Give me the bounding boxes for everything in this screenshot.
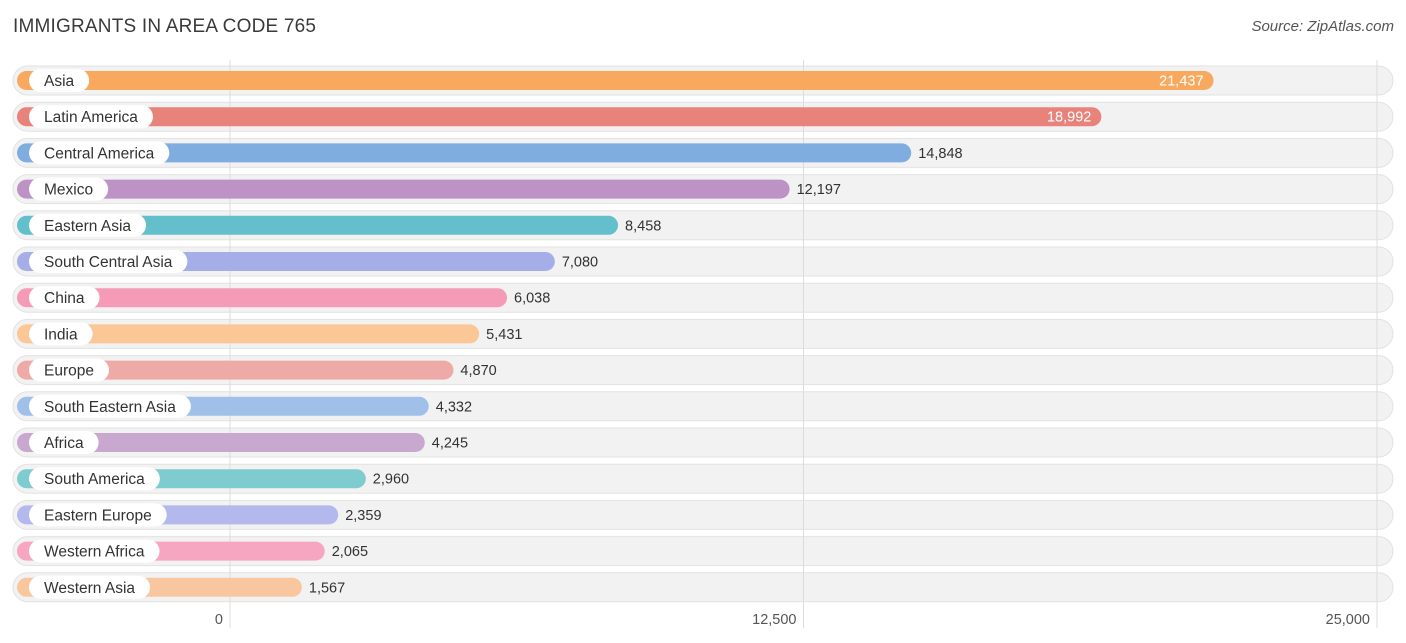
x-tick-label: 0 xyxy=(215,612,223,628)
bar-label: Mexico xyxy=(44,182,93,199)
bar-label-pill xyxy=(29,250,188,273)
bar-label-pill xyxy=(29,467,160,491)
bar-label: Eastern Europe xyxy=(44,507,152,524)
bar[interactable] xyxy=(17,288,508,308)
value-label: 6,038 xyxy=(514,291,550,307)
bar-overlay: Asia 21,437 Latin America 18,992 Central Ame… xyxy=(17,69,1214,599)
bar-track xyxy=(12,536,1394,567)
bar-label: South Central Asia xyxy=(44,254,173,271)
bar-label: Asia xyxy=(44,73,75,90)
value-label: 2,359 xyxy=(345,508,381,524)
bar-label-pill xyxy=(29,358,109,382)
bar[interactable] xyxy=(17,71,1214,90)
bar[interactable] xyxy=(17,360,454,380)
value-label: 1,567 xyxy=(309,580,345,596)
value-label: 2,065 xyxy=(332,544,368,560)
bar-label: Africa xyxy=(44,435,84,452)
chart-title: IMMIGRANTS IN AREA CODE 765 xyxy=(13,16,317,37)
value-label: 4,245 xyxy=(432,436,468,452)
value-label: 14,848 xyxy=(918,146,962,162)
bar-label-pill xyxy=(29,394,191,418)
bar-row xyxy=(12,572,1394,603)
bar-label: India xyxy=(44,326,78,343)
bar-label: South America xyxy=(44,471,145,488)
bar-label: Western Africa xyxy=(44,544,145,561)
bar-label-pill xyxy=(29,322,93,346)
bar-track xyxy=(12,572,1394,603)
value-label: 21,437 xyxy=(1159,74,1203,90)
value-label: 7,080 xyxy=(562,255,598,271)
bar-label-pill xyxy=(29,141,170,165)
x-tick-label: 12,500 xyxy=(752,612,796,628)
bar[interactable] xyxy=(17,215,619,235)
value-label: 4,332 xyxy=(436,399,472,415)
bar-label-pill xyxy=(29,177,109,201)
bar-label-pill xyxy=(29,431,99,454)
bar-label: Eastern Asia xyxy=(44,218,131,235)
bar[interactable] xyxy=(17,143,912,163)
x-tick-label: 25,000 xyxy=(1326,612,1370,628)
bar-label: Western Asia xyxy=(44,580,135,597)
bar-label: Latin America xyxy=(44,109,138,126)
bar-label: South Eastern Asia xyxy=(44,399,176,416)
bar-row xyxy=(12,536,1394,567)
bar-label-pill xyxy=(29,286,100,310)
bar[interactable] xyxy=(17,324,480,344)
bar[interactable] xyxy=(17,433,425,452)
ticks-layer: 0 12,500 25,000 xyxy=(215,612,1370,628)
bar-label-pill xyxy=(29,503,167,527)
bar-label-pill xyxy=(29,105,153,129)
bar-label: Europe xyxy=(44,363,94,380)
value-label: 12,197 xyxy=(797,182,841,198)
value-label: 5,431 xyxy=(486,327,522,343)
value-label: 4,870 xyxy=(460,363,496,379)
bar[interactable] xyxy=(17,179,790,199)
chart-source: Source: ZipAtlas.com xyxy=(1251,18,1394,35)
value-label: 8,458 xyxy=(625,218,661,234)
bar-label-pill xyxy=(29,539,160,563)
value-label: 18,992 xyxy=(1047,110,1091,126)
bar[interactable] xyxy=(17,107,1102,127)
value-label: 2,960 xyxy=(373,472,409,488)
bar-row xyxy=(12,499,1394,530)
bar-label-pill xyxy=(29,213,147,237)
bar-track xyxy=(12,499,1394,530)
bar-label: China xyxy=(44,290,85,307)
bar-label-pill xyxy=(29,69,90,92)
bar-label: Central America xyxy=(44,145,155,162)
bar-label-pill xyxy=(29,575,151,599)
